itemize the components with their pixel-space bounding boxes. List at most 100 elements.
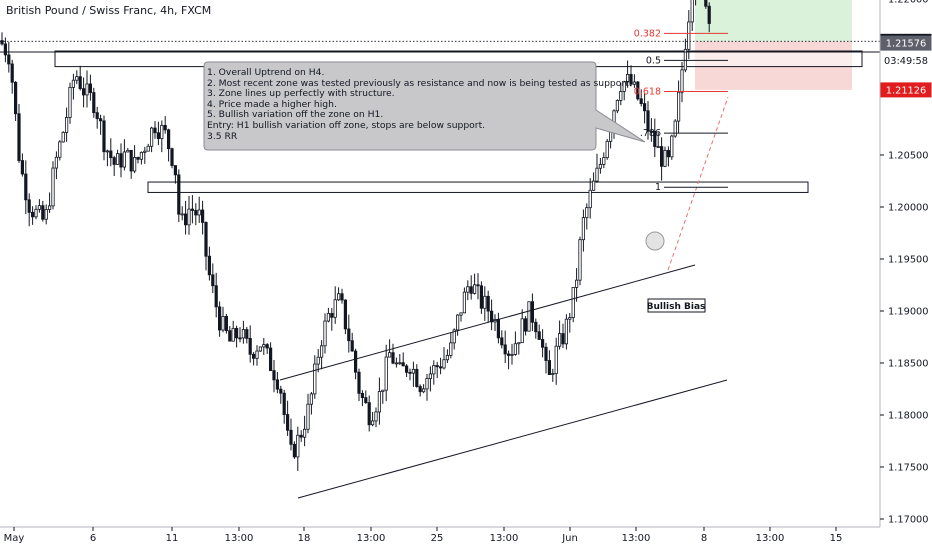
y-tick-4: 1.22000 [888,0,929,6]
price-label-bg-7 [880,35,932,51]
candle-body [445,354,450,361]
channel-lower-line [297,379,728,499]
candle-body [95,112,99,120]
candle-body [632,81,637,85]
channel-upper-line [279,264,696,381]
candle-body [78,76,82,90]
annotation-line: 1. Overall Uptrend on H4. [207,67,325,78]
candle-body [683,48,688,71]
candle-body [360,392,365,399]
candle-body [129,149,133,172]
y-axis[interactable]: 1.235001.231721.231551.225001.220001.215… [879,0,932,527]
candle-body [132,157,137,172]
annotation-line: 4. Price made a higher high. [207,98,337,110]
candle-body [425,378,429,390]
candle-body [156,132,160,139]
candle-body [401,362,405,367]
fib-label-6: .786 [640,128,661,139]
candle-body [561,333,565,345]
candle-body [398,362,402,365]
candle-body [653,130,657,147]
annotation-line: 3.5 RR [207,130,238,142]
candle-body [160,125,164,139]
candle-body [602,157,606,165]
candle-body [326,313,331,322]
candle-body [673,120,677,137]
candle-body [221,316,225,331]
candle-body [636,81,640,100]
candle-body [489,310,494,323]
target-area [695,0,852,42]
candle-body [629,74,633,85]
candle-body [605,140,609,159]
candle-body [224,316,228,332]
candle-body [245,329,249,339]
candle-body [598,164,603,169]
price-label-7: 1.21576 [886,39,927,50]
candle-body [704,0,708,7]
candle-body [20,160,25,175]
candle-body [13,81,18,115]
price-label-bg-8 [880,82,932,98]
candle-body [520,318,524,344]
candle-body [316,356,320,365]
candle-body [85,83,89,96]
y-tick-10: 1.20000 [888,203,929,214]
candle-body [496,318,501,339]
candle-body [194,210,198,216]
candle-body [299,434,303,438]
candle-body [112,157,116,165]
candle-body [126,149,130,153]
candle-body [476,284,480,287]
candle-body [82,88,86,96]
candle-body [626,74,630,83]
fib-label-7: 1 [655,182,661,193]
candle-body [24,173,28,201]
candle-body [564,318,569,345]
fib-label-5: 0.618 [634,87,661,98]
candle-body [330,313,334,318]
candle-body [568,317,572,320]
candle-body [296,434,300,458]
x-tick-8: Jun [561,533,578,544]
candle-body [289,429,293,445]
candle-body [272,370,276,381]
candle-body [415,368,419,387]
candle-body [268,347,273,371]
candle-body [364,397,368,403]
candle-body [575,279,579,288]
candle-body [524,318,528,332]
candle-body [469,286,473,294]
y-tick-14: 1.18000 [888,411,929,422]
candle-body [347,328,351,342]
candle-body [687,21,691,50]
x-axis[interactable]: May 6 11 13:00 18 13:00 25 13:00 Jun 13:00 8 13:00 1… [0,526,880,544]
candle-body [187,208,191,226]
candle-body [384,356,388,391]
candle-body [65,117,69,133]
analysis-note: 1. Overall Uptrend on H4. 2. Most recent … [207,67,632,142]
candle-body [615,100,620,112]
candle-body [109,150,113,159]
candle-body [462,291,467,314]
candle-body [367,402,371,426]
candle-body [34,208,38,218]
candle-body [340,293,344,301]
bias-label: Bullish Bias [647,302,706,312]
candle-body [333,299,337,318]
candle-body [58,141,62,158]
candle-body [211,274,215,287]
candle-body [323,320,327,347]
candle-body [643,103,647,112]
x-tick-6: 25 [431,533,444,544]
price-label-6: 03:49:58 [884,56,928,67]
candle-body [170,148,174,166]
candle-body [639,98,643,105]
x-tick-7: 13:00 [490,533,519,544]
candle-body [442,359,446,369]
y-tick-15: 1.17500 [888,463,929,474]
candle-body [343,299,348,330]
candle-body [387,352,392,358]
candle-body [173,165,177,176]
